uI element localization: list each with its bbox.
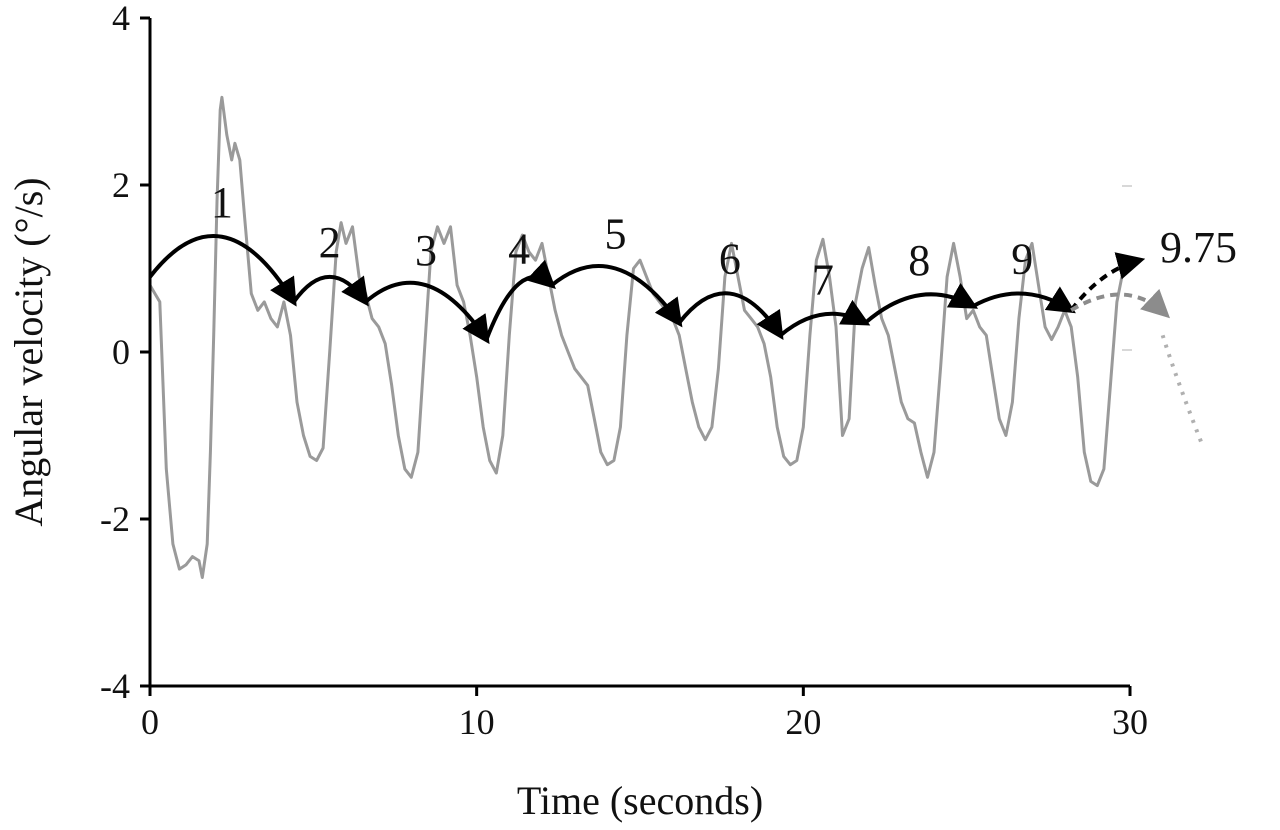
x-tick-label: 0 — [141, 702, 159, 742]
cycle-arcs-layer: 1 2 3 4 5 6 7 8 9 — [148, 178, 1076, 345]
y-tick-label: -2 — [100, 499, 130, 539]
axes — [148, 18, 1130, 688]
x-tick-label: 30 — [1112, 702, 1148, 742]
y-tick-label: 4 — [112, 0, 130, 38]
cycle-arc-9 — [972, 286, 1076, 314]
cycle-arc-5 — [550, 264, 683, 328]
projection-dotted-tail — [1160, 334, 1204, 445]
annotation-9-75: 9.75 — [1160, 223, 1237, 272]
cycle-label-9: 9 — [1011, 235, 1033, 284]
axis-ticks: -4 -2 0 2 4 0 10 20 30 — [100, 0, 1148, 742]
cycle-arc-8 — [864, 282, 979, 325]
cycle-label-2: 2 — [319, 218, 341, 267]
signal-layer — [148, 95, 1130, 579]
x-tick-label: 10 — [459, 702, 495, 742]
cycle-label-7: 7 — [812, 255, 834, 304]
cycle-label-4: 4 — [508, 225, 530, 274]
cycle-label-5: 5 — [605, 210, 627, 259]
cycle-arc-7 — [779, 299, 871, 337]
cycle-arc-2 — [292, 275, 369, 307]
cycle-arc-3 — [364, 280, 490, 345]
cycle-label-6: 6 — [719, 235, 741, 284]
angular-velocity-line — [148, 95, 1130, 579]
cycle-arc-4 — [484, 259, 556, 341]
cycle-label-1: 1 — [211, 178, 233, 227]
projection-layer — [1069, 252, 1204, 445]
projection-arrow-black — [1069, 252, 1146, 312]
y-tick-label: 0 — [112, 332, 130, 372]
x-tick-label: 20 — [785, 702, 821, 742]
y-tick-label: 2 — [112, 165, 130, 205]
x-axis-title: Time (seconds) — [517, 778, 763, 823]
y-tick-label: -4 — [100, 666, 130, 706]
cycle-label-8: 8 — [908, 236, 930, 285]
cycle-arc-6 — [677, 291, 784, 340]
right-edge-stubs — [1122, 185, 1132, 351]
y-axis-title: Angular velocity (°/s) — [6, 177, 51, 526]
cycle-label-3: 3 — [415, 226, 437, 275]
cycle-arc-1 — [148, 234, 297, 307]
